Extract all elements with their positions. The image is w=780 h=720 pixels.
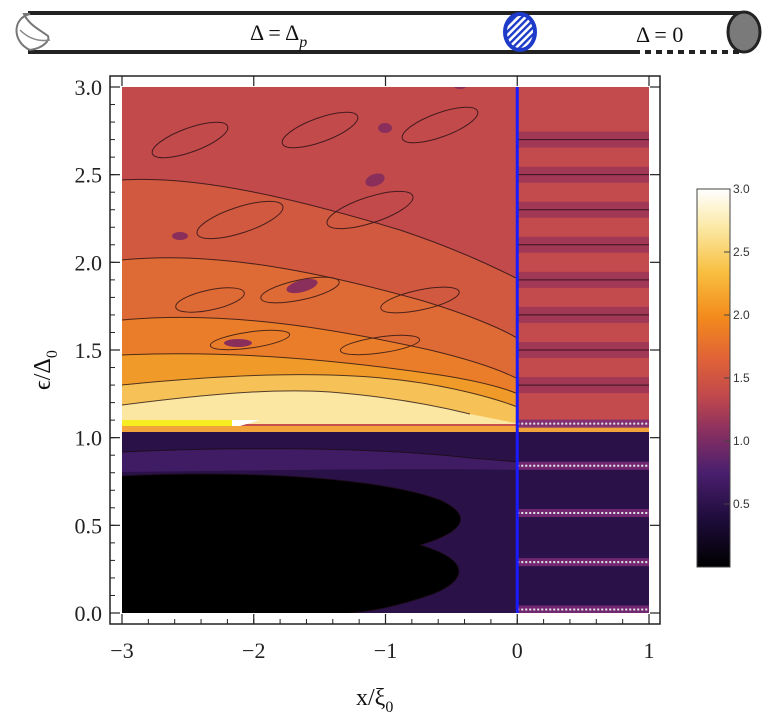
y-axis-title: ϵ/Δ0 xyxy=(30,350,61,390)
heatmap-plot-area xyxy=(122,87,649,613)
y-tick-label: 3.0 xyxy=(75,75,103,100)
colorbar-tick-label: 0.5 xyxy=(733,497,750,511)
y-axis: 0.0 0.5 1.0 1.5 2.0 2.5 3.0 xyxy=(75,75,660,626)
y-tick-label: 1.5 xyxy=(75,338,103,363)
interface-marker xyxy=(503,12,537,52)
wire-right-end xyxy=(726,10,762,54)
y-tick-label: 2.0 xyxy=(75,250,103,275)
wire-illustration: Δ = Δp Δ = 0 xyxy=(15,10,762,54)
colorbar-tick-label: 1.5 xyxy=(733,371,750,385)
y-tick-label: 0.5 xyxy=(75,513,103,538)
x-axis: −3 −2 −1 0 1 xyxy=(110,76,655,663)
colorbar-tick-label: 2.0 xyxy=(733,308,750,322)
colorbar-tick-label: 3.0 xyxy=(733,182,750,196)
colorbar-tick-label: 2.5 xyxy=(733,245,750,259)
x-axis-title: x/ξ0 xyxy=(356,685,393,716)
y-tick-label: 2.5 xyxy=(75,163,103,188)
colorbar-tick-label: 1.0 xyxy=(733,434,750,448)
contour-lines xyxy=(122,106,521,613)
x-tick-label: −1 xyxy=(374,638,397,663)
purple-islands xyxy=(172,87,467,347)
header-right-label: Δ = 0 xyxy=(636,22,683,47)
x-tick-label: −2 xyxy=(242,638,265,663)
x-tick-label: 1 xyxy=(644,638,655,663)
right-region-bands xyxy=(517,87,649,613)
x-tick-label: 0 xyxy=(512,638,523,663)
y-tick-label: 0.0 xyxy=(75,601,103,626)
x-tick-label: −3 xyxy=(110,638,133,663)
colorbar: 0.5 1.0 1.5 2.0 2.5 3.0 xyxy=(696,182,750,568)
y-tick-label: 1.0 xyxy=(75,426,103,451)
header-left-label: Δ = Δp xyxy=(250,20,307,51)
